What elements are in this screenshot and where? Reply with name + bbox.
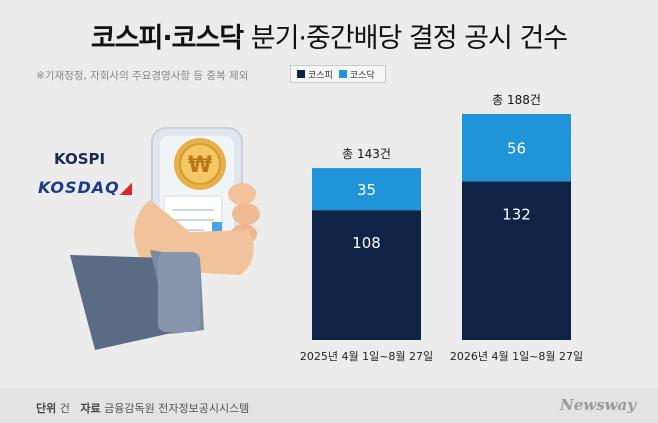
legend-item-kospi: 코스피 (297, 68, 333, 81)
total-label-1: 총 188건 (492, 93, 541, 107)
category-label-0: 2025년 4월 1일~8월 27일 (300, 349, 433, 363)
footnote: ※기재정정, 자회사의 주요경영사항 등 중복 제외 (36, 70, 249, 82)
down-arrow-icon (212, 222, 222, 238)
bar-kospi-1 (462, 181, 571, 340)
footer: 단위 건 자료 금융감독원 전자정보공시시스템 Newsway (0, 388, 658, 423)
total-label-0: 총 143건 (342, 147, 391, 161)
category-label-1: 2026년 4월 1일~8월 27일 (450, 349, 583, 363)
bar-kosdaq-0 (312, 168, 421, 211)
title-rest: 분기·중간배당 결정 공시 건수 (243, 23, 568, 54)
legend: 코스피 코스닥 (290, 65, 386, 83)
value-label-kospi-1: 132 (502, 205, 531, 223)
unit-value: 건 (59, 402, 70, 415)
kospi-logo: KOSPI (54, 150, 106, 168)
legend-label-kosdaq: 코스닥 (349, 70, 375, 81)
bar-kospi-0 (312, 210, 421, 340)
stacked-bar-chart: 108 35 총 143건 2025년 4월 1일~8월 27일 132 56 총 188건… (300, 93, 583, 363)
kosdaq-logo: KOSDAQ◢ (38, 178, 134, 197)
value-label-kosdaq-1: 56 (507, 140, 526, 158)
source-value: 금융감독원 전자정보공시시스템 (104, 402, 250, 415)
legend-swatch-kosdaq (338, 70, 347, 78)
source-line: 단위 건 자료 금융감독원 전자정보공시시스템 (36, 400, 249, 416)
svg-text:₩: ₩ (188, 153, 212, 178)
value-label-kosdaq-0: 35 (357, 181, 376, 199)
legend-item-kosdaq: 코스닥 (338, 68, 375, 81)
newsway-logo: Newsway (560, 396, 636, 414)
value-label-kospi-0: 108 (352, 234, 381, 252)
source-label: 자료 (80, 402, 101, 415)
page-title: 코스피·코스닥 분기·중간배당 결정 공시 건수 (0, 16, 658, 55)
bar-kosdaq-1 (462, 114, 571, 182)
legend-swatch-kospi (297, 70, 305, 78)
title-bold: 코스피·코스닥 (90, 23, 244, 54)
legend-label-kospi: 코스피 (308, 70, 333, 81)
unit-label: 단위 (36, 402, 57, 415)
